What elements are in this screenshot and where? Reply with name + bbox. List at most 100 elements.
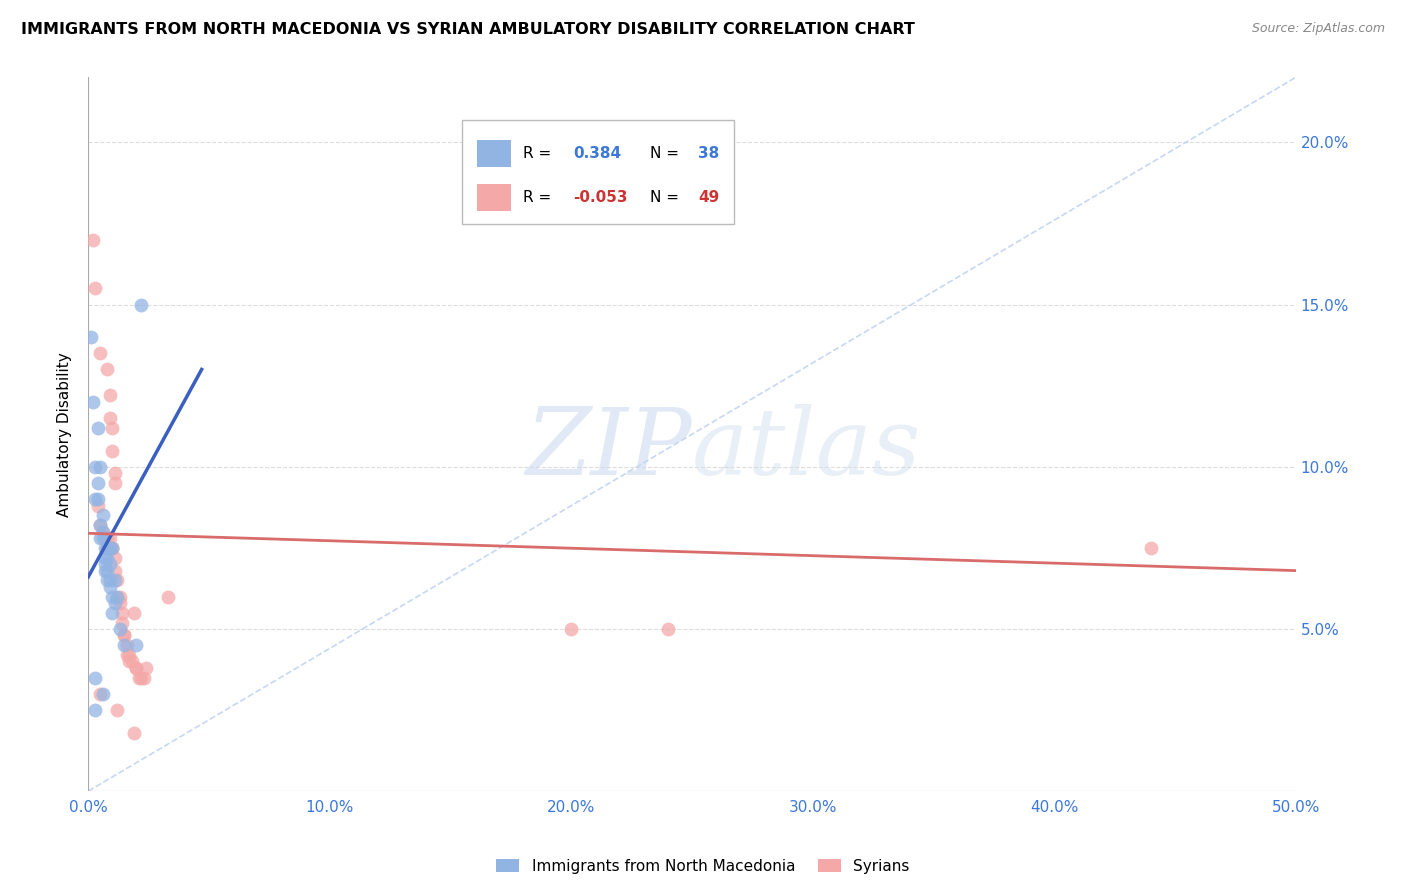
Point bbox=[104, 574, 127, 588]
Point bbox=[89, 518, 111, 533]
Point bbox=[91, 524, 114, 539]
Point bbox=[89, 459, 111, 474]
Point bbox=[101, 590, 124, 604]
Point bbox=[84, 671, 107, 685]
Point bbox=[91, 524, 114, 539]
Point bbox=[118, 655, 141, 669]
Point bbox=[112, 628, 135, 642]
Point bbox=[82, 233, 104, 247]
Point bbox=[1139, 541, 1161, 555]
Point bbox=[98, 531, 121, 545]
Point bbox=[87, 499, 110, 513]
Point bbox=[91, 508, 114, 523]
Text: Source: ZipAtlas.com: Source: ZipAtlas.com bbox=[1251, 22, 1385, 36]
Point bbox=[96, 550, 118, 565]
Point bbox=[98, 574, 121, 588]
Bar bbox=[477, 140, 510, 167]
Point bbox=[128, 671, 150, 685]
Bar bbox=[477, 185, 510, 211]
Point bbox=[112, 628, 135, 642]
Point bbox=[132, 671, 155, 685]
Point bbox=[121, 655, 143, 669]
Point bbox=[89, 687, 111, 701]
Point bbox=[101, 541, 124, 555]
Point bbox=[115, 638, 138, 652]
Point bbox=[108, 590, 131, 604]
Text: IMMIGRANTS FROM NORTH MACEDONIA VS SYRIAN AMBULATORY DISABILITY CORRELATION CHAR: IMMIGRANTS FROM NORTH MACEDONIA VS SYRIA… bbox=[21, 22, 915, 37]
Point bbox=[98, 580, 121, 594]
Point bbox=[104, 564, 127, 578]
Point bbox=[104, 467, 127, 481]
Point bbox=[87, 475, 110, 490]
Point bbox=[98, 541, 121, 555]
Point bbox=[101, 606, 124, 620]
Point bbox=[96, 531, 118, 545]
Point bbox=[101, 541, 124, 555]
Point bbox=[135, 661, 157, 675]
Point bbox=[101, 421, 124, 435]
Point bbox=[111, 615, 134, 630]
Point bbox=[104, 475, 127, 490]
Point bbox=[94, 541, 117, 555]
Point bbox=[91, 687, 114, 701]
Point bbox=[112, 638, 135, 652]
Point bbox=[96, 574, 118, 588]
Point bbox=[87, 492, 110, 507]
Point bbox=[101, 541, 124, 555]
Point bbox=[129, 671, 152, 685]
Point bbox=[89, 518, 111, 533]
Point bbox=[104, 596, 127, 610]
Point bbox=[84, 281, 107, 295]
Point bbox=[560, 622, 582, 636]
Point bbox=[98, 388, 121, 402]
Text: N =: N = bbox=[650, 145, 683, 161]
Point bbox=[122, 726, 145, 740]
FancyBboxPatch shape bbox=[463, 120, 734, 224]
Point bbox=[89, 531, 111, 545]
Point bbox=[96, 564, 118, 578]
Text: N =: N = bbox=[650, 190, 683, 205]
Point bbox=[94, 564, 117, 578]
Point bbox=[96, 541, 118, 555]
Point bbox=[108, 622, 131, 636]
Point bbox=[91, 531, 114, 545]
Text: 0.384: 0.384 bbox=[574, 145, 621, 161]
Point bbox=[84, 459, 107, 474]
Point bbox=[94, 557, 117, 571]
Point bbox=[87, 421, 110, 435]
Text: 49: 49 bbox=[697, 190, 718, 205]
Point bbox=[98, 411, 121, 425]
Point bbox=[79, 330, 101, 344]
Point bbox=[94, 531, 117, 545]
Point bbox=[89, 346, 111, 360]
Point bbox=[115, 648, 138, 662]
Text: R =: R = bbox=[523, 145, 555, 161]
Text: 38: 38 bbox=[697, 145, 718, 161]
Point bbox=[118, 648, 141, 662]
Point bbox=[111, 606, 134, 620]
Point bbox=[105, 574, 128, 588]
Point bbox=[84, 703, 107, 717]
Text: -0.053: -0.053 bbox=[574, 190, 628, 205]
Point bbox=[105, 703, 128, 717]
Point bbox=[96, 362, 118, 376]
Point bbox=[104, 550, 127, 565]
Point bbox=[105, 590, 128, 604]
Point bbox=[125, 638, 148, 652]
Text: atlas: atlas bbox=[692, 403, 921, 493]
Point bbox=[94, 550, 117, 565]
Text: ZIP: ZIP bbox=[526, 403, 692, 493]
Legend: Immigrants from North Macedonia, Syrians: Immigrants from North Macedonia, Syrians bbox=[491, 853, 915, 880]
Point bbox=[122, 606, 145, 620]
Y-axis label: Ambulatory Disability: Ambulatory Disability bbox=[58, 352, 72, 516]
Text: R =: R = bbox=[523, 190, 555, 205]
Point bbox=[84, 492, 107, 507]
Point bbox=[101, 443, 124, 458]
Point bbox=[125, 661, 148, 675]
Point bbox=[125, 661, 148, 675]
Point bbox=[657, 622, 679, 636]
Point bbox=[129, 297, 152, 311]
Point bbox=[108, 596, 131, 610]
Point bbox=[105, 590, 128, 604]
Point bbox=[96, 541, 118, 555]
